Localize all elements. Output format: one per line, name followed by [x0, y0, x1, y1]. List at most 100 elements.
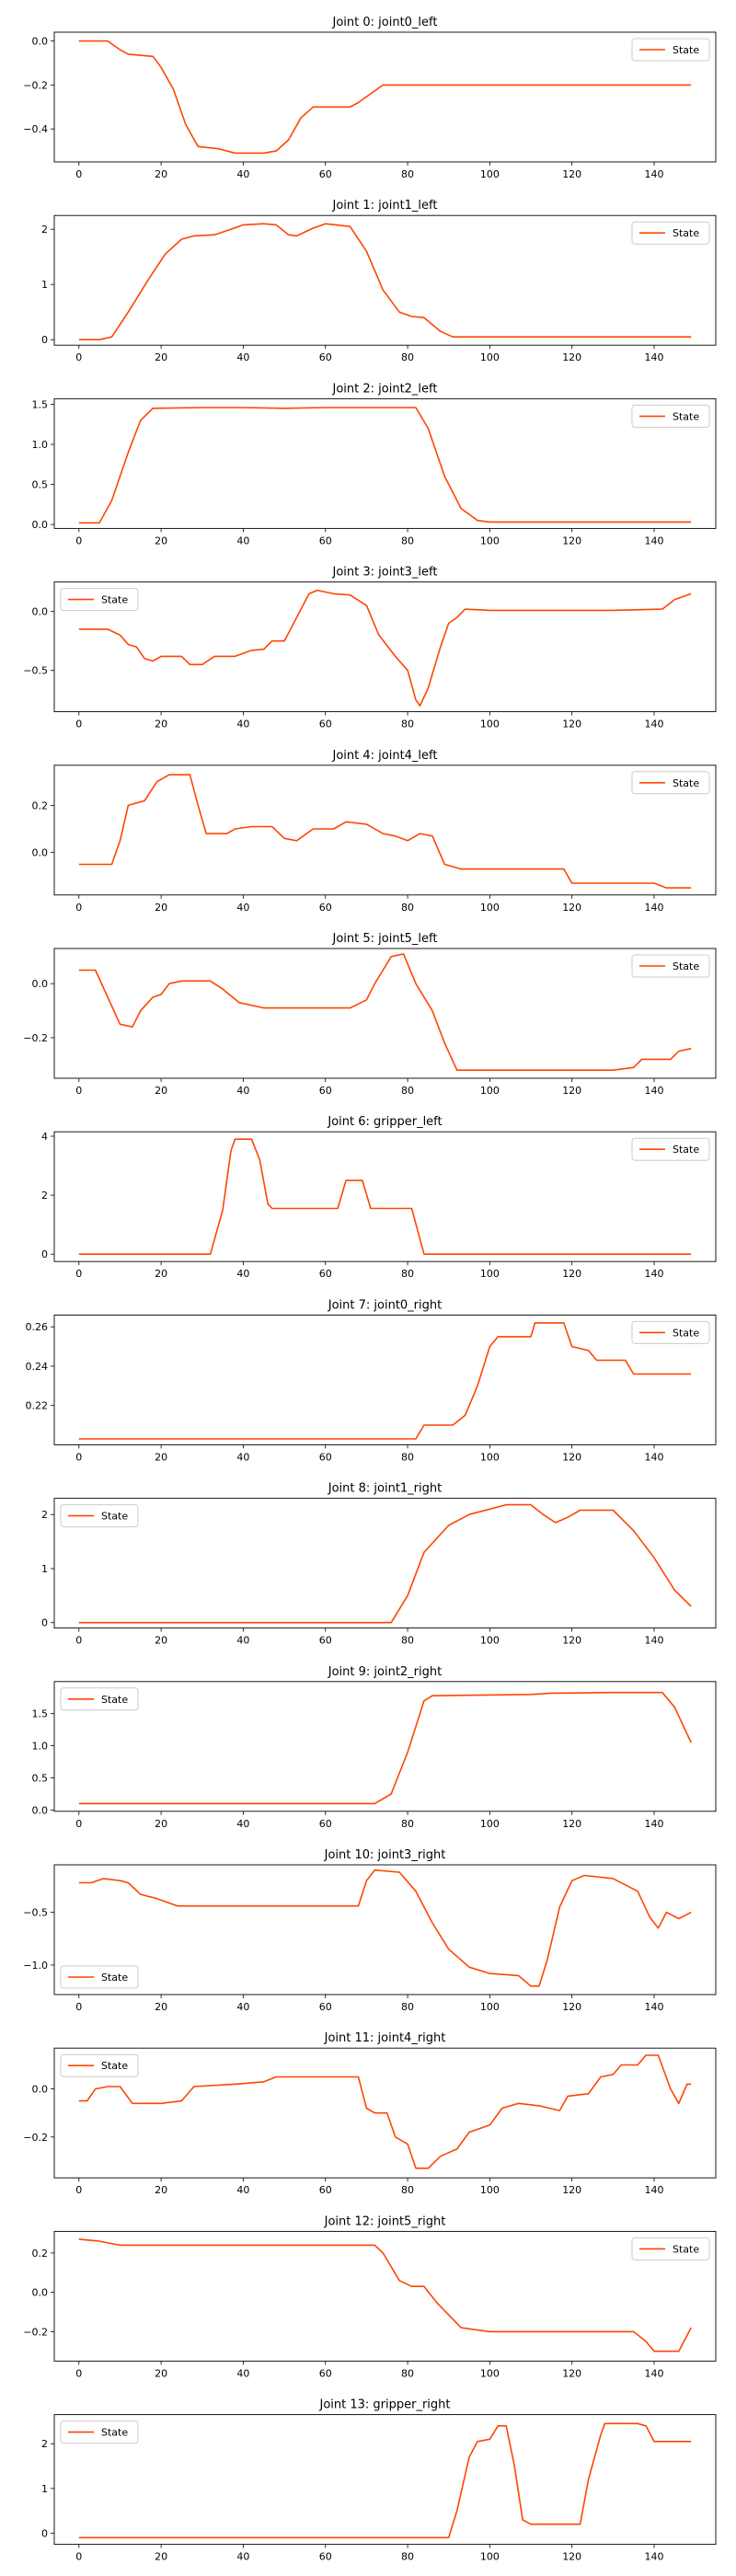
- x-tick-label: 20: [155, 2367, 167, 2379]
- x-tick-label: 20: [155, 168, 167, 180]
- chart-title: Joint 10: joint3_right: [324, 1848, 446, 1862]
- x-tick-label: 0: [75, 1451, 82, 1463]
- y-tick-label: −0.5: [23, 1907, 48, 1919]
- chart-panel-3: Joint 3: joint3_left 0 20 40 60 80 100 120 140 0.…: [23, 566, 717, 730]
- chart-title: Joint 0: joint0_left: [332, 16, 438, 29]
- x-tick-label: 80: [401, 719, 414, 730]
- legend-box: [631, 404, 710, 428]
- y-tick-label: 0: [41, 1248, 48, 1260]
- x-tick-label: 100: [480, 168, 500, 180]
- y-tick-label: 0: [41, 2527, 48, 2539]
- legend-label: State: [101, 1694, 128, 1706]
- x-tick-label: 60: [319, 2184, 332, 2196]
- x-tick-label: 80: [401, 535, 414, 546]
- y-tick-label: 0.0: [32, 606, 49, 618]
- x-tick-label: 60: [319, 902, 332, 914]
- y-tick-label: 1.0: [32, 439, 49, 451]
- series-line-state: [78, 589, 692, 707]
- x-tick-label: 100: [480, 351, 500, 363]
- x-tick-label: 40: [236, 719, 249, 730]
- x-tick-label: 40: [236, 1085, 249, 1097]
- chart-title: Joint 1: joint1_left: [332, 199, 438, 213]
- x-tick-label: 40: [236, 535, 249, 546]
- x-tick-label: 0: [75, 1635, 82, 1647]
- y-tick-label: 0.22: [26, 1400, 49, 1412]
- x-tick-label: 140: [645, 719, 664, 730]
- y-tick-label: 4: [41, 1131, 48, 1143]
- y-tick-label: 2: [41, 1190, 48, 1202]
- x-tick-label: 80: [401, 2367, 414, 2379]
- series-line-state: [78, 1691, 692, 1805]
- y-tick-label: 1: [41, 279, 48, 291]
- x-tick-label: 140: [645, 1268, 664, 1280]
- x-tick-label: 100: [480, 2551, 500, 2563]
- legend-box: [60, 2421, 139, 2444]
- chart-title: Joint 12: joint5_right: [324, 2214, 446, 2228]
- x-tick-label: 20: [155, 1818, 167, 1830]
- chart-title: Joint 8: joint1_right: [328, 1482, 442, 1496]
- legend-box: [631, 954, 710, 978]
- axes-frame: [53, 1131, 717, 1262]
- axes-frame: [53, 31, 717, 163]
- axes-frame: [53, 1314, 717, 1445]
- y-tick-label: 0.5: [32, 479, 49, 491]
- x-tick-label: 60: [319, 351, 332, 363]
- legend-label: State: [673, 960, 699, 972]
- legend: State: [60, 2421, 139, 2444]
- x-tick-label: 80: [401, 1268, 414, 1280]
- legend: State: [631, 404, 710, 428]
- x-tick-label: 100: [480, 1268, 500, 1280]
- y-tick-label: 0.0: [32, 978, 49, 990]
- x-tick-label: 0: [75, 351, 82, 363]
- x-tick-label: 20: [155, 1635, 167, 1647]
- x-tick-label: 80: [401, 2551, 414, 2563]
- chart-title: Joint 13: gripper_right: [318, 2398, 450, 2412]
- y-tick-label: 0.0: [32, 2287, 49, 2299]
- series-line-state: [78, 223, 692, 340]
- chart-panel-12: Joint 12: joint5_right 0 20 40 60 80 100 120 140…: [23, 2214, 717, 2379]
- x-tick-label: 60: [319, 2001, 332, 2013]
- chart-panel-5: Joint 5: joint5_left 0 20 40 60 80 100 120 140 0.…: [23, 932, 717, 1097]
- y-tick-label: −0.2: [23, 1032, 48, 1044]
- series-line-state: [78, 1322, 692, 1440]
- legend-label: State: [673, 44, 699, 56]
- axes-frame: [53, 397, 717, 529]
- legend-label: State: [673, 777, 699, 789]
- x-tick-label: 120: [562, 2184, 581, 2196]
- chart-title: Joint 9: joint2_right: [328, 1665, 442, 1679]
- x-tick-label: 60: [319, 1635, 332, 1647]
- y-tick-label: 2: [41, 224, 48, 236]
- legend: State: [631, 38, 710, 62]
- y-tick-label: −0.2: [23, 2132, 48, 2144]
- chart-panel-10: Joint 10: joint3_right 0 20 40 60 80 100 120 140…: [23, 1848, 717, 2013]
- legend: State: [60, 588, 139, 612]
- legend-box: [60, 1965, 139, 1989]
- x-tick-label: 0: [75, 902, 82, 914]
- y-tick-label: 0.2: [32, 799, 49, 811]
- legend-box: [60, 1687, 139, 1711]
- x-tick-label: 140: [645, 1818, 664, 1830]
- x-tick-label: 20: [155, 1451, 167, 1463]
- x-tick-label: 60: [319, 719, 332, 730]
- x-tick-label: 140: [645, 1085, 664, 1097]
- legend-label: State: [101, 1511, 128, 1523]
- legend: State: [631, 1320, 710, 1344]
- x-tick-label: 140: [645, 902, 664, 914]
- legend-label: State: [673, 1327, 699, 1339]
- x-tick-label: 140: [645, 2551, 664, 2563]
- legend-label: State: [101, 594, 128, 606]
- chart-panel-1: Joint 1: joint1_left 0 20 40 60 80 100 120 140 0 1…: [41, 199, 717, 363]
- x-tick-label: 0: [75, 1085, 82, 1097]
- y-tick-label: 1.5: [32, 1708, 49, 1720]
- chart-panel-4: Joint 4: joint4_left 0 20 40 60 80 100 120 140 0.…: [32, 749, 717, 914]
- series-line-state: [78, 953, 692, 1071]
- x-tick-label: 20: [155, 1085, 167, 1097]
- x-tick-label: 120: [562, 535, 581, 546]
- x-tick-label: 40: [236, 351, 249, 363]
- y-tick-label: 0: [41, 1617, 48, 1629]
- x-tick-label: 0: [75, 535, 82, 546]
- y-tick-label: 0.0: [32, 519, 49, 531]
- legend: State: [60, 2053, 139, 2077]
- y-tick-label: 1.5: [32, 398, 49, 410]
- x-tick-label: 120: [562, 2551, 581, 2563]
